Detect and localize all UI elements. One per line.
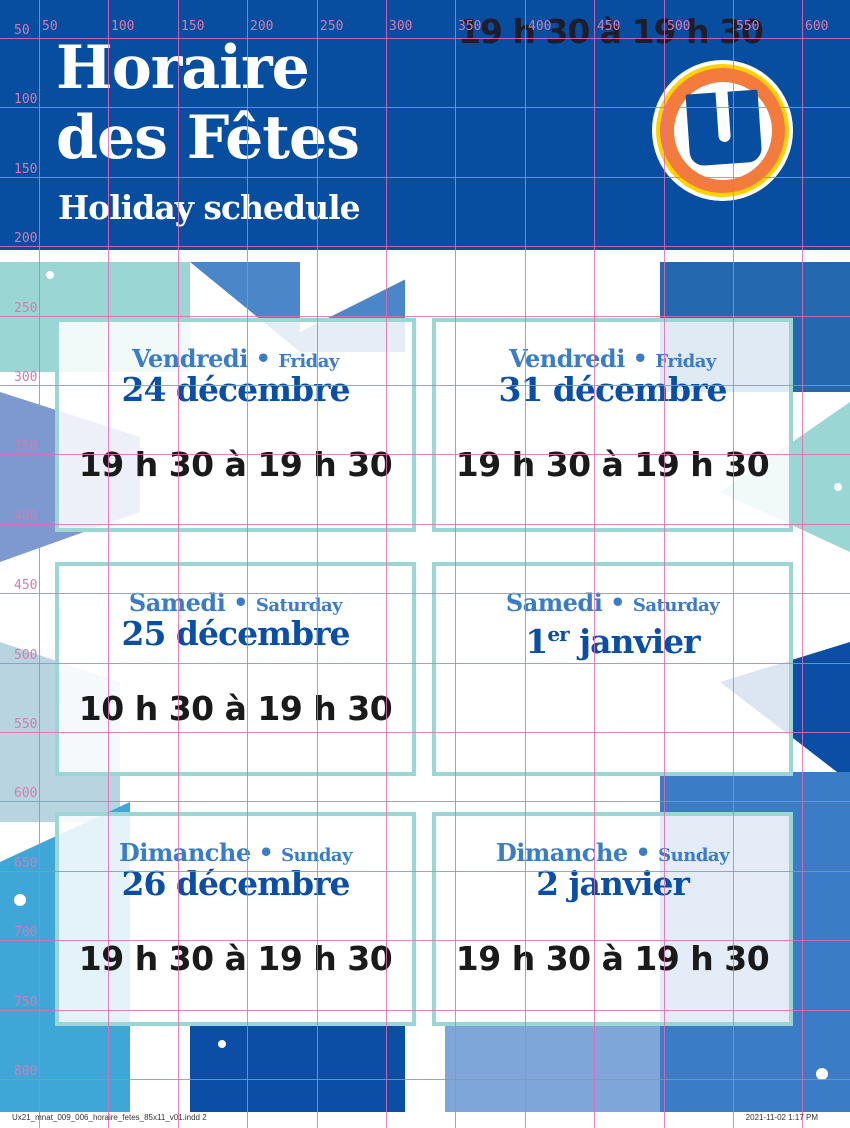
u-logo	[652, 60, 793, 201]
ruler-label-top: 350	[458, 19, 482, 34]
grid-line-horizontal	[0, 871, 850, 872]
ruler-label-left: 250	[14, 301, 38, 316]
grid-line-vertical	[664, 0, 665, 1128]
schedule-card: Vendredi • Friday 31 décembre 19 h 30 à …	[432, 318, 793, 532]
hours: 19 h 30 à 19 h 30	[78, 939, 393, 978]
ruler-label-top: 100	[111, 19, 135, 34]
grid-line-horizontal	[0, 107, 850, 108]
ruler-label-top: 450	[597, 19, 621, 34]
ruler-label-left: 50	[14, 23, 30, 38]
footer-filename: Ux21_mnat_009_006_horaire_fetes_85x11_v0…	[12, 1113, 207, 1122]
grid-line-horizontal	[0, 1079, 850, 1080]
grid-line-vertical	[178, 0, 179, 1128]
grid-line-horizontal	[0, 663, 850, 664]
grid-line-vertical	[733, 0, 734, 1128]
u-letter-icon	[685, 89, 762, 166]
date: 2 janvier	[536, 864, 690, 903]
ruler-label-left: 550	[14, 717, 38, 732]
grid-line-vertical	[525, 0, 526, 1128]
footer-timestamp: 2021-11-02 1:17 PM	[745, 1113, 818, 1122]
overprint-hours: 19 h 30 à 19 h 30	[458, 12, 764, 51]
ruler-label-left: 450	[14, 578, 38, 593]
ruler-label-top: 50	[42, 19, 58, 34]
ruler-label-left: 300	[14, 370, 38, 385]
grid-line-horizontal	[0, 732, 850, 733]
ruler-label-left: 200	[14, 231, 38, 246]
day-fr: Samedi	[505, 588, 603, 617]
day-en: Friday	[278, 351, 339, 372]
day-fr: Dimanche	[495, 838, 628, 867]
day-fr: Dimanche	[118, 838, 251, 867]
schedule-card: Samedi • Saturday 25 décembre 10 h 30 à …	[55, 562, 416, 776]
day-en: Friday	[655, 351, 716, 372]
date: 1er janvier	[525, 622, 700, 661]
ruler-label-left: 700	[14, 925, 38, 940]
day-fr: Samedi	[129, 588, 226, 617]
title-line-1: Horaire	[56, 33, 310, 103]
hours: 10 h 30 à 19 h 30	[78, 689, 393, 728]
ruler-label-top: 500	[667, 19, 691, 34]
date: 26 décembre	[121, 864, 351, 903]
grid-line-vertical	[108, 0, 109, 1128]
ruler-label-top: 200	[250, 19, 274, 34]
grid-line-vertical	[317, 0, 318, 1128]
grid-line-horizontal	[0, 177, 850, 178]
hours: 19 h 30 à 19 h 30	[455, 445, 770, 484]
grid-line-horizontal	[0, 38, 850, 39]
subtitle: Holiday schedule	[58, 188, 361, 227]
grid-line-vertical	[39, 0, 40, 1128]
ruler-label-left: 650	[14, 856, 38, 871]
ruler-label-top: 250	[320, 19, 344, 34]
schedule-card: Dimanche • Sunday 26 décembre 19 h 30 à …	[55, 812, 416, 1026]
hours: 19 h 30 à 19 h 30	[78, 445, 393, 484]
grid-line-horizontal	[0, 385, 850, 386]
grid-line-horizontal	[0, 801, 850, 802]
ruler-label-top: 300	[389, 19, 413, 34]
grid-line-horizontal	[0, 940, 850, 941]
grid-line-horizontal	[0, 454, 850, 455]
title-line-2: des Fêtes	[56, 103, 360, 173]
day-fr: Vendredi	[509, 344, 625, 373]
ruler-label-top: 550	[736, 19, 760, 34]
date: 24 décembre	[121, 370, 351, 409]
grid-line-vertical	[802, 0, 803, 1128]
ruler-label-top: 150	[181, 19, 205, 34]
grid-line-vertical	[455, 0, 456, 1128]
ruler-label-left: 100	[14, 92, 38, 107]
schedule-card: Vendredi • Friday 24 décembre 19 h 30 à …	[55, 318, 416, 532]
day-en: Saturday	[632, 595, 720, 616]
schedule-card: Dimanche • Sunday 2 janvier 19 h 30 à 19…	[432, 812, 793, 1026]
ruler-label-top: 400	[528, 19, 552, 34]
grid-line-vertical	[386, 0, 387, 1128]
grid-line-horizontal	[0, 1010, 850, 1011]
schedule-card: Samedi • Saturday 1er janvier	[432, 562, 793, 776]
grid-line-horizontal	[0, 593, 850, 594]
ruler-label-top: 600	[805, 19, 829, 34]
grid-line-horizontal	[0, 316, 850, 317]
ruler-label-left: 750	[14, 995, 38, 1010]
day-en: Sunday	[658, 845, 730, 866]
day-en: Saturday	[255, 595, 343, 616]
ruler-label-left: 400	[14, 509, 38, 524]
ruler-label-left: 600	[14, 786, 38, 801]
hours: 19 h 30 à 19 h 30	[455, 939, 770, 978]
day-fr: Vendredi	[132, 344, 248, 373]
grid-line-horizontal	[0, 524, 850, 525]
ruler-label-left: 150	[14, 162, 38, 177]
ruler-label-left: 500	[14, 648, 38, 663]
date: 31 décembre	[498, 370, 728, 409]
grid-line-vertical	[594, 0, 595, 1128]
grid-line-horizontal	[0, 246, 850, 247]
ruler-label-left: 800	[14, 1064, 38, 1079]
ruler-label-left: 350	[14, 439, 38, 454]
date: 25 décembre	[121, 614, 351, 653]
grid-line-vertical	[247, 0, 248, 1128]
day-en: Sunday	[281, 845, 352, 866]
